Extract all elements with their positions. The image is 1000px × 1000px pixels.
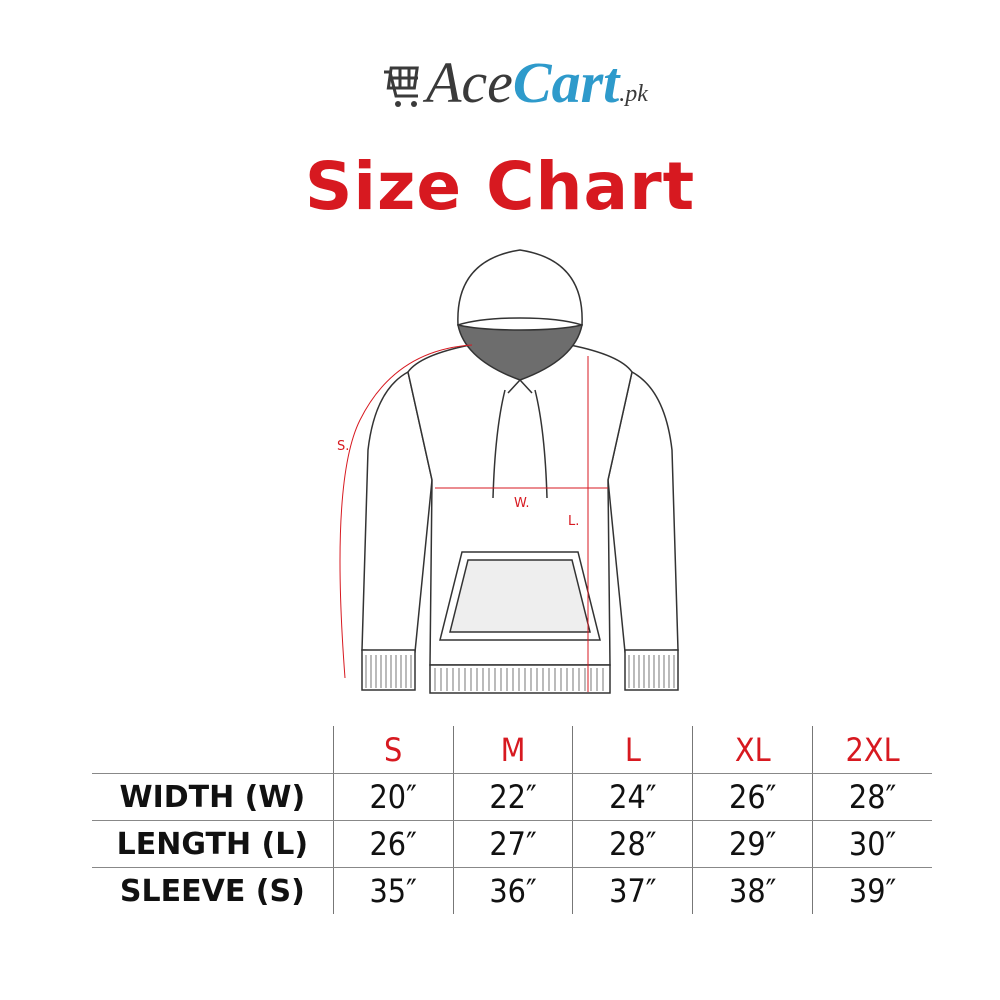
table-row: SLEEVE (S) 35″ 36″ 37″ 38″ 39″ (92, 867, 932, 914)
table-cell: 37″ (572, 868, 692, 914)
table-cell: 28″ (812, 774, 932, 820)
row-label: SLEEVE (S) (119, 873, 305, 909)
table-cell: 36″ (452, 868, 573, 914)
length-label: L. (568, 514, 579, 529)
table-cell: 28″ (572, 821, 692, 867)
acecart-logo: Ace Cart .pk (380, 48, 648, 112)
size-header: M (452, 726, 573, 773)
page-title: Size Chart (304, 148, 696, 225)
table-cell: 29″ (692, 821, 812, 867)
row-label: WIDTH (W) (119, 779, 306, 815)
size-header: S (332, 726, 453, 773)
size-header: L (572, 726, 692, 773)
logo-text-ace: Ace (426, 50, 513, 115)
hood (457, 249, 583, 327)
shopping-cart-icon (384, 66, 419, 107)
width-label: W. (514, 496, 530, 511)
row-label: LENGTH (L) (116, 826, 309, 862)
table-cell: 22″ (452, 774, 573, 820)
table-cell: 35″ (332, 868, 453, 914)
table-cell: 30″ (812, 821, 932, 867)
table-cell: 27″ (452, 821, 573, 867)
size-header: XL (692, 726, 812, 773)
table-cell: 38″ (692, 868, 812, 914)
table-row: LENGTH (L) 26″ 27″ 28″ 29″ 30″ (92, 820, 932, 867)
logo-text-suffix: .pk (619, 81, 648, 107)
table-cell: 39″ (812, 868, 932, 914)
logo-text-cart: Cart (512, 50, 620, 115)
size-header: 2XL (812, 726, 932, 773)
sleeve-label: S. (337, 439, 349, 454)
sleeve-measure-line (339, 344, 473, 679)
size-table: S M L XL 2XL WIDTH (W) 20″ 22″ 24″ 26″ 2… (92, 726, 932, 914)
table-cell: 20″ (332, 774, 453, 820)
table-cell: 24″ (572, 774, 692, 820)
table-cell: 26″ (692, 774, 812, 820)
table-cell: 26″ (332, 821, 453, 867)
table-row: WIDTH (W) 20″ 22″ 24″ 26″ 28″ (92, 773, 932, 820)
table-header-row: S M L XL 2XL (92, 726, 932, 773)
